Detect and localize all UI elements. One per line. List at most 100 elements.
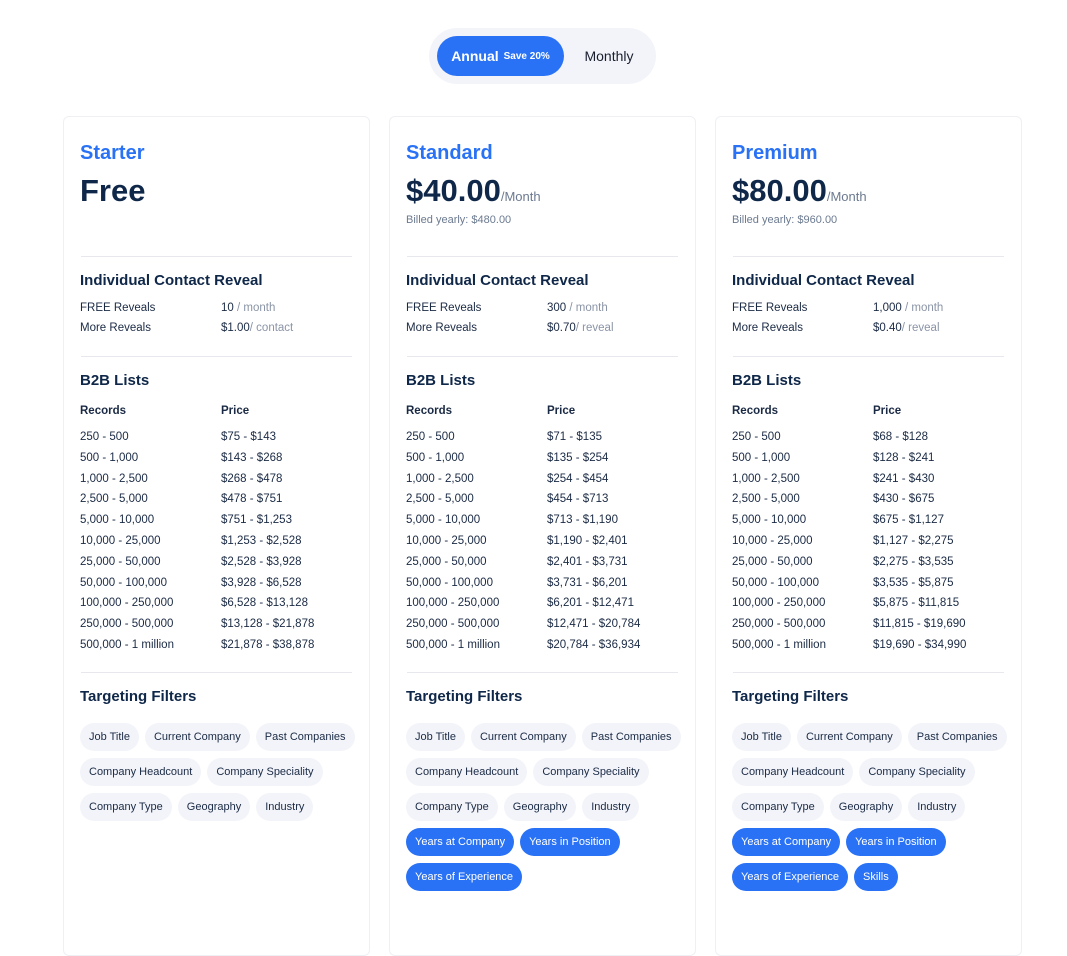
table-row: 50,000 - 100,000 $3,928 - $6,528 [80,577,352,595]
filter-chip[interactable]: Company Headcount [732,758,854,786]
records-cell: 5,000 - 10,000 [732,514,807,527]
price-cell: $713 - $1,190 [547,514,618,527]
filter-chip[interactable]: Years in Position [520,828,620,856]
filter-chips: Job Title Current Company Past Companies Co… [80,723,359,821]
price-cell: $21,878 - $38,878 [221,639,315,651]
filter-chip[interactable]: Company Speciality [533,758,649,786]
more-reveals-row: More Reveals $0.70/ reveal [406,322,678,340]
filter-chip[interactable]: Job Title [406,723,465,751]
price-cell: $1,127 - $2,275 [873,535,954,547]
filter-chip[interactable]: Geography [503,793,577,821]
table-row: 50,000 - 100,000 $3,731 - $6,201 [406,577,678,595]
table-row: 10,000 - 25,000 $1,253 - $2,528 [80,535,352,553]
table-row: 250 - 500 $75 - $143 [80,431,352,449]
divider [407,256,678,257]
plan-name: Standard [406,142,493,164]
price-header: Price [547,405,576,417]
table-header: Records Price [80,405,352,423]
free-count: 300 [547,302,567,314]
price-cell: $68 - $128 [873,431,928,443]
filter-chip[interactable]: Industry [256,793,314,821]
filter-chip[interactable]: Past Companies [255,723,355,751]
records-cell: 25,000 - 50,000 [80,555,161,568]
price-amount: $80.00 [732,173,827,208]
filter-chip[interactable]: Past Companies [907,723,1007,751]
targeting-title: Targeting Filters [406,688,523,705]
annual-option[interactable]: Annual Save 20% [437,36,564,76]
price-cell: $20,784 - $36,934 [547,639,641,651]
price-header: Price [873,405,902,417]
table-row: 25,000 - 50,000 $2,528 - $3,928 [80,556,352,574]
free-count: 1,000 [873,302,902,314]
records-cell: 2,500 - 5,000 [80,493,148,506]
filter-chip[interactable]: Company Type [80,793,172,821]
row-label: More Reveals [406,322,477,334]
filter-chip[interactable]: Years at Company [406,828,515,856]
table-row: 1,000 - 2,500 $268 - $478 [80,473,352,491]
records-cell: 10,000 - 25,000 [732,535,813,547]
filter-chip[interactable]: Current Company [144,723,250,751]
price-cell: $751 - $1,253 [221,514,292,527]
filter-chip[interactable]: Industry [908,793,966,821]
filter-chip[interactable]: Job Title [732,723,791,751]
records-cell: 10,000 - 25,000 [406,535,487,547]
price-amount: Free [80,173,146,208]
divider [81,356,352,357]
more-unit: / reveal [901,322,940,334]
table-row: 500 - 1,000 $135 - $254 [406,452,678,470]
records-cell: 50,000 - 100,000 [406,576,493,589]
records-cell: 10,000 - 25,000 [80,535,161,547]
plan-price: $40.00/Month [406,173,541,209]
plan-card-standard: Standard $40.00/Month Billed yearly: $480.… [389,116,696,956]
records-cell: 250 - 500 [80,431,129,443]
filter-chip[interactable]: Company Speciality [207,758,323,786]
filter-chips: Job Title Current Company Past Companies Co… [406,723,685,891]
filter-chip[interactable]: Years of Experience [732,863,849,891]
table-row: 5,000 - 10,000 $751 - $1,253 [80,514,352,532]
divider [733,356,1004,357]
records-header: Records [732,405,779,417]
table-row: 100,000 - 250,000 $6,201 - $12,471 [406,597,678,615]
price-cell: $13,128 - $21,878 [221,618,315,631]
divider [733,672,1004,673]
annual-label: Annual [451,48,499,64]
filter-chip[interactable]: Company Headcount [80,758,202,786]
filter-chip[interactable]: Past Companies [581,723,681,751]
filter-chip[interactable]: Current Company [796,723,902,751]
records-cell: 500 - 1,000 [406,451,465,464]
filter-chip[interactable]: Years of Experience [406,863,523,891]
filter-chip[interactable]: Job Title [80,723,139,751]
price-cell: $254 - $454 [547,472,609,485]
records-cell: 500,000 - 1 million [80,639,174,651]
filter-chip[interactable]: Years in Position [846,828,946,856]
filter-chip[interactable]: Current Company [470,723,576,751]
records-cell: 500,000 - 1 million [732,639,826,651]
divider [81,672,352,673]
more-unit: / reveal [575,322,614,334]
table-row: 500,000 - 1 million $19,690 - $34,990 [732,639,1004,657]
filter-chip[interactable]: Industry [582,793,640,821]
filter-chip[interactable]: Company Speciality [859,758,975,786]
more-price: $1.00 [221,322,250,334]
filter-chip[interactable]: Years at Company [732,828,841,856]
table-row: 250,000 - 500,000 $12,471 - $20,784 [406,618,678,636]
filter-chip[interactable]: Company Type [732,793,824,821]
table-row: 250,000 - 500,000 $11,815 - $19,690 [732,618,1004,636]
table-row: 10,000 - 25,000 $1,127 - $2,275 [732,535,1004,553]
price-cell: $5,875 - $11,815 [873,597,960,610]
table-row: 100,000 - 250,000 $6,528 - $13,128 [80,597,352,615]
records-cell: 250 - 500 [732,431,781,443]
filter-chip[interactable]: Company Type [406,793,498,821]
records-cell: 500,000 - 1 million [406,639,500,651]
filter-chip[interactable]: Company Headcount [406,758,528,786]
records-cell: 5,000 - 10,000 [406,514,481,527]
monthly-option[interactable]: Monthly [584,48,634,64]
table-row: 5,000 - 10,000 $713 - $1,190 [406,514,678,532]
free-unit: / month [566,302,608,314]
filter-chip[interactable]: Geography [177,793,251,821]
plan-name: Starter [80,142,145,164]
filter-chip[interactable]: Skills [854,863,898,891]
filter-chip[interactable]: Geography [829,793,903,821]
table-row: 25,000 - 50,000 $2,275 - $3,535 [732,556,1004,574]
price-cell: $1,190 - $2,401 [547,535,628,547]
